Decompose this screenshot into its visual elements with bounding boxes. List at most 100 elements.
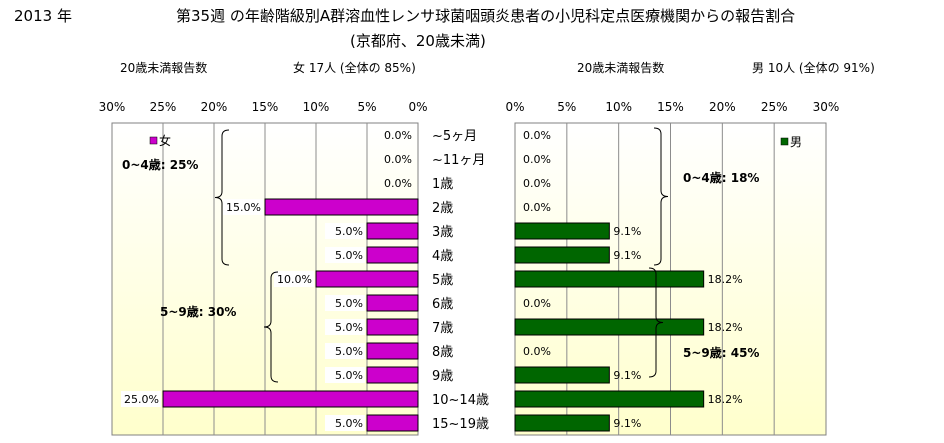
male-data-label: 9.1%: [613, 225, 641, 238]
female-data-label-bg: [325, 223, 365, 239]
female-tick-label: 15%: [252, 100, 279, 114]
age-category-label: 15~19歳: [432, 417, 489, 432]
female-tick-label: 20%: [201, 100, 228, 114]
male-bar: [514, 270, 705, 288]
male-data-label: 0.0%: [523, 129, 551, 142]
female-data-label: 5.0%: [335, 225, 363, 238]
female-bar: [366, 222, 419, 240]
age-category-label: 10~14歳: [432, 393, 489, 408]
female-data-label: 5.0%: [335, 345, 363, 358]
male-data-label: 0.0%: [523, 153, 551, 166]
female-data-label: 5.0%: [335, 297, 363, 310]
male-data-label: 18.2%: [708, 273, 743, 286]
male-data-label: 18.2%: [708, 321, 743, 334]
female-tick-label: 10%: [303, 100, 330, 114]
female-data-label-bg: [325, 319, 365, 335]
female-data-label: 15.0%: [226, 201, 261, 214]
male-bar: [514, 222, 610, 240]
age-category-label: 4歳: [432, 249, 453, 264]
male-tick-label: 15%: [657, 100, 684, 114]
year-label: 2013 年: [14, 7, 72, 25]
female-legend-label: 女: [159, 133, 171, 148]
male-bar: [514, 318, 705, 336]
age-category-label: ~5ヶ月: [432, 129, 477, 144]
male-data-label: 0.0%: [523, 201, 551, 214]
male-data-label: 9.1%: [613, 369, 641, 382]
female-data-label: 25.0%: [124, 393, 159, 406]
male-bar: [514, 366, 610, 384]
female-data-label-bg: [325, 247, 365, 263]
female-bar: [366, 294, 419, 312]
male-legend-swatch: [780, 137, 789, 146]
male-tick-label: 30%: [813, 100, 840, 114]
male-tick-label: 5%: [557, 100, 576, 114]
female-data-label: 0.0%: [384, 153, 412, 166]
female-bar: [264, 198, 419, 216]
age-category-label: 7歳: [432, 321, 453, 336]
female-tick-label: 30%: [99, 100, 126, 114]
female-data-label-bg: [325, 367, 365, 383]
age-category-label: 6歳: [432, 297, 453, 312]
female-bar: [315, 270, 419, 288]
female-legend-swatch: [149, 136, 158, 145]
female-bar: [366, 318, 419, 336]
female-bracket-5-9: [263, 271, 279, 383]
male-data-label: 9.1%: [613, 249, 641, 262]
male-count-label: 20歳未満報告数: [577, 61, 665, 75]
female-tick-label: 0%: [408, 100, 427, 114]
male-bracket-0-4: [653, 127, 669, 266]
male-tick-label: 20%: [709, 100, 736, 114]
female-data-label: 5.0%: [335, 249, 363, 262]
male-data-label: 0.0%: [523, 297, 551, 310]
male-tick-label: 0%: [505, 100, 524, 114]
female-count-label: 20歳未満報告数: [120, 61, 208, 75]
male-data-label: 9.1%: [613, 417, 641, 430]
male-bar: [514, 246, 610, 264]
female-tick-label: 25%: [150, 100, 177, 114]
male-annotation-5-9: 5~9歳: 45%: [683, 345, 759, 360]
male-bar: [514, 414, 610, 432]
male-data-label: 0.0%: [523, 177, 551, 190]
male-summary: 男 10人 (全体の 91%): [752, 61, 875, 75]
male-bracket-5-9: [648, 267, 664, 378]
female-data-label-bg: [223, 199, 263, 215]
female-data-label-bg: [325, 343, 365, 359]
female-data-label-bg: [325, 415, 365, 431]
age-category-label: 1歳: [432, 177, 453, 192]
female-annotation-5-9: 5~9歳: 30%: [160, 304, 236, 319]
male-bar: [514, 390, 705, 408]
female-data-label: 10.0%: [277, 273, 312, 286]
female-data-label-bg: [121, 391, 161, 407]
chart-subtitle: (京都府、20歳未満): [350, 32, 486, 50]
female-annotation-0-4: 0~4歳: 25%: [122, 157, 198, 172]
male-legend-label: 男: [790, 135, 802, 149]
age-category-label: 2歳: [432, 201, 453, 216]
male-data-label: 0.0%: [523, 345, 551, 358]
female-tick-label: 5%: [357, 100, 376, 114]
male-tick-label: 25%: [761, 100, 788, 114]
female-bar: [366, 246, 419, 264]
female-data-label-bg: [325, 295, 365, 311]
male-annotation-0-4: 0~4歳: 18%: [683, 170, 759, 185]
female-bar: [366, 414, 419, 432]
age-category-label: 9歳: [432, 369, 453, 384]
female-bar: [162, 390, 419, 408]
female-data-label: 0.0%: [384, 129, 412, 142]
chart-title: 第35週 の年齢階級別A群溶血性レンサ球菌咽頭炎患者の小児科定点医療機関からの報…: [176, 7, 796, 25]
male-data-label: 18.2%: [708, 393, 743, 406]
female-data-label: 5.0%: [335, 369, 363, 382]
female-data-label: 0.0%: [384, 177, 412, 190]
female-bracket-0-4: [214, 129, 230, 266]
female-data-label: 5.0%: [335, 417, 363, 430]
age-category-label: ~11ヶ月: [432, 153, 485, 168]
age-category-label: 5歳: [432, 273, 453, 288]
female-summary: 女 17人 (全体の 85%): [293, 61, 416, 75]
female-data-label: 5.0%: [335, 321, 363, 334]
female-bar: [366, 366, 419, 384]
age-category-label: 3歳: [432, 225, 453, 240]
male-tick-label: 10%: [605, 100, 632, 114]
age-category-label: 8歳: [432, 345, 453, 360]
female-bar: [366, 342, 419, 360]
female-data-label-bg: [274, 271, 314, 287]
